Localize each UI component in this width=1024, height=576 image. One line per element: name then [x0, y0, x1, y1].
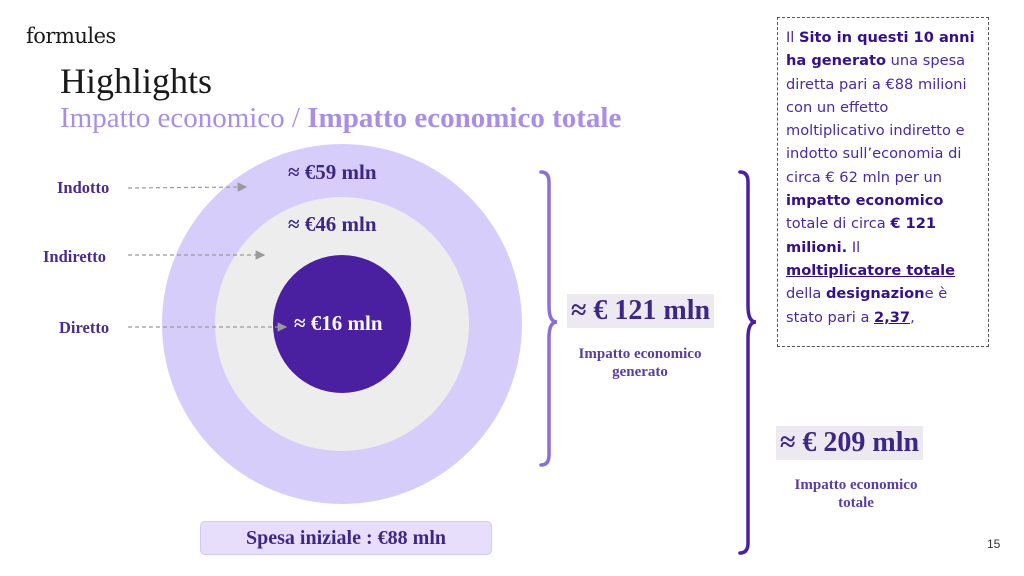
summary-bold-6: 2,37 [874, 308, 911, 326]
summary-bold-4: moltiplicatore totale [786, 261, 956, 279]
summary-text-7: , [910, 308, 915, 326]
summary-bold-2: impatto economico [786, 192, 944, 210]
brace-generated [539, 170, 558, 467]
subtitle-part-1: Impatto economico / [60, 102, 308, 134]
brand-logo: formules [26, 24, 116, 48]
value-diretto: ≈ €16 mln [294, 311, 383, 335]
generated-impact-caption: Impatto economico generato [560, 345, 720, 381]
arrow-indotto [127, 182, 248, 192]
summary-text-3: totale di circa [786, 215, 891, 233]
initial-spend-badge: Spesa iniziale : €88 mln [200, 521, 492, 555]
summary-text-6: e è stato pari a [786, 285, 948, 326]
brace-total [738, 170, 757, 555]
summary-text-5: della [786, 285, 826, 303]
page-subtitle: Impatto economico / Impatto economico to… [60, 102, 621, 135]
total-impact-caption: Impatto economico totale [776, 476, 936, 512]
summary-text-1: Il [786, 29, 799, 46]
page-number: 15 [987, 537, 1001, 551]
generated-caption-line-2: generato [612, 364, 668, 380]
inner-circle-diretto [273, 255, 411, 393]
total-impact-value: ≈ € 209 mln [776, 426, 924, 460]
subtitle-part-2: Impatto economico totale [307, 102, 622, 134]
label-diretto: Diretto [59, 318, 110, 337]
summary-text-4: Il [847, 238, 861, 256]
page-title: Highlights [60, 61, 213, 101]
summary-textbox: Il Sito in questi 10 anni ha generato un… [777, 17, 989, 347]
generated-impact-value: ≈ € 121 mln [567, 294, 715, 328]
summary-bold-1: Sito in questi 10 anni ha generato [786, 29, 975, 70]
summary-text-2: una spesa diretta pari a €88 milioni con… [786, 52, 967, 186]
generated-caption-line-1: Impatto economico [578, 346, 702, 362]
label-indotto: Indotto [57, 178, 110, 197]
value-indotto: ≈ €59 mln [288, 160, 377, 184]
total-caption-line-1: Impatto economico [794, 477, 918, 493]
value-indiretto: ≈ €46 mln [288, 212, 377, 236]
total-caption-line-2: totale [838, 495, 874, 511]
summary-bold-3: € 121 milioni. [786, 215, 937, 256]
label-indiretto: Indiretto [43, 247, 106, 266]
summary-bold-5: designazion [825, 285, 925, 303]
